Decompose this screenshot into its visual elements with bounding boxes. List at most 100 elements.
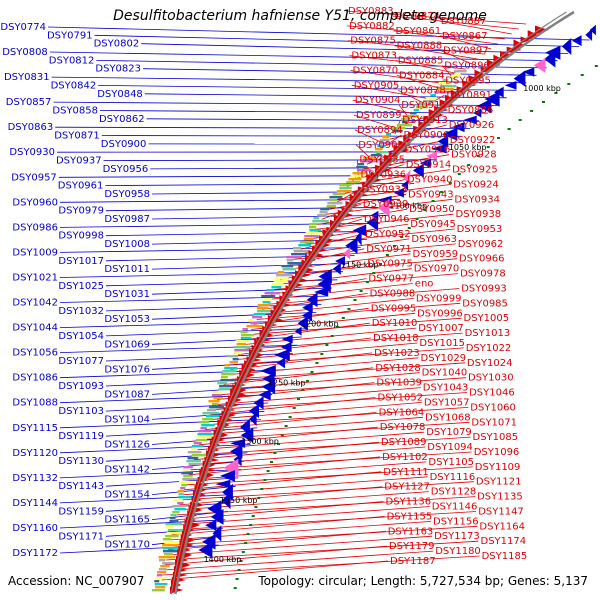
forward-leader-line [176, 496, 476, 516]
forward-gene-arrow [418, 121, 432, 129]
gene-label: DSY0878 [400, 85, 446, 96]
reverse-gene-arrow [585, 28, 593, 41]
gene-label: DSY0966 [459, 254, 505, 265]
forward-gene-arrow [462, 80, 477, 90]
cds-class-bar [374, 148, 383, 151]
backbone-line [170, 11, 567, 595]
cds-class-bar [165, 535, 179, 538]
gene-label: DSY0922 [450, 135, 496, 146]
gene-label: DSY0977 [368, 274, 414, 285]
reverse-gene-arrow [335, 256, 345, 266]
cds-class-bar [410, 112, 417, 115]
cds-class-bar [164, 541, 181, 544]
gene-label: DSY1160 [12, 523, 58, 534]
cds-class-bar [183, 475, 193, 478]
scale-dot [266, 470, 270, 472]
gene-label: DSY1068 [425, 412, 471, 423]
scale-dot [423, 209, 427, 211]
cds-class-bar [264, 292, 280, 295]
topology-footer: Topology: circular; Length: 5,727,534 bp… [258, 574, 588, 588]
gene-label: DSY1136 [386, 497, 432, 508]
reverse-gene-arrow [220, 470, 235, 482]
forward-leader-line [392, 15, 519, 30]
gene-label: DSY0926 [449, 120, 495, 131]
gene-label: DSY0823 [95, 64, 141, 75]
reverse-leader-line [94, 34, 580, 47]
gene-label: DSY0831 [4, 72, 50, 83]
gene-label: DSY0812 [49, 55, 95, 66]
cds-class-bar [169, 520, 179, 523]
backbone-line [174, 10, 575, 595]
cds-class-bar [213, 397, 224, 400]
cds-class-bar [254, 313, 266, 316]
cds-class-bar [402, 115, 419, 118]
reverse-leader-line [105, 527, 224, 537]
cds-class-bar [162, 544, 179, 547]
cds-class-bar [163, 550, 180, 553]
reverse-leader-line [151, 263, 349, 270]
gene-label: DSY0978 [460, 269, 506, 280]
reverse-gene-arrow [258, 389, 271, 401]
gene-label: DSY0774 [0, 22, 46, 33]
cds-class-bar [241, 334, 255, 337]
cds-class-bar [299, 241, 314, 244]
forward-leader-line [228, 357, 419, 375]
reverse-gene-arrow [345, 237, 358, 254]
gene-label: DSY1146 [432, 502, 478, 513]
gene-label: DSY0952 [365, 229, 411, 240]
gene-label: DSY0993 [461, 284, 507, 295]
gene-label: DSY1088 [12, 398, 58, 409]
gene-label: DSY0888 [397, 41, 443, 52]
scale-dot [542, 101, 545, 103]
forward-gene-arrow [172, 571, 188, 579]
scale-dot [235, 578, 239, 580]
gene-label: DSY1104 [104, 414, 150, 425]
cds-class-bar [420, 103, 428, 106]
gene-label: DSY1155 [387, 511, 433, 522]
cds-class-bar [317, 214, 327, 217]
scale-dot [249, 524, 253, 526]
cds-class-bar [382, 136, 390, 139]
gene-label: DSY0961 [58, 181, 104, 192]
reverse-leader-line [151, 386, 276, 395]
cds-class-bar [163, 553, 173, 556]
kbp-scale-label: 1050 kbp [449, 143, 487, 152]
reverse-gene-arrow [221, 491, 231, 510]
forward-leader-line [217, 382, 375, 401]
gene-label: DSY1156 [433, 516, 479, 527]
gene-label: DSY1102 [382, 452, 428, 463]
forward-leader-line [235, 342, 418, 360]
forward-gene-arrow [493, 54, 505, 66]
gene-label: DSY0999 [416, 293, 462, 304]
gene-label: DSY1010 [372, 318, 418, 329]
scale-dot [415, 218, 419, 220]
cds-class-bar [312, 220, 329, 223]
forward-gene-arrow [362, 181, 373, 189]
cds-class-bar [207, 409, 217, 412]
forward-leader-line [283, 258, 457, 275]
gene-label: DSY1094 [427, 442, 473, 453]
gene-label: DSY0943 [408, 189, 454, 200]
gene-label: DSY0874 [394, 11, 440, 22]
forward-gene-arrow [468, 75, 481, 85]
cds-class-bar [155, 586, 166, 589]
cds-class-bar [187, 451, 202, 454]
gene-label: DSY0995 [371, 303, 417, 314]
gene-label: DSY1039 [376, 378, 422, 389]
gene-label: DSY0875 [350, 36, 396, 47]
forward-leader-line [440, 50, 473, 65]
cds-class-bar [348, 178, 362, 181]
cds-class-bar [220, 379, 237, 382]
gene-label: DSY0842 [51, 80, 97, 91]
reverse-gene-arrow [441, 127, 458, 141]
cds-class-bar [346, 181, 361, 184]
cds-class-bar [217, 382, 228, 385]
gene-label: DSY1029 [421, 353, 467, 364]
forward-gene-arrow [384, 154, 397, 166]
scale-dot [359, 290, 363, 292]
forward-leader-line [192, 446, 426, 466]
cds-class-bar [326, 205, 337, 208]
cds-class-bar [221, 373, 235, 376]
gene-label: DSY1120 [12, 448, 58, 459]
cds-class-bar [327, 202, 343, 205]
